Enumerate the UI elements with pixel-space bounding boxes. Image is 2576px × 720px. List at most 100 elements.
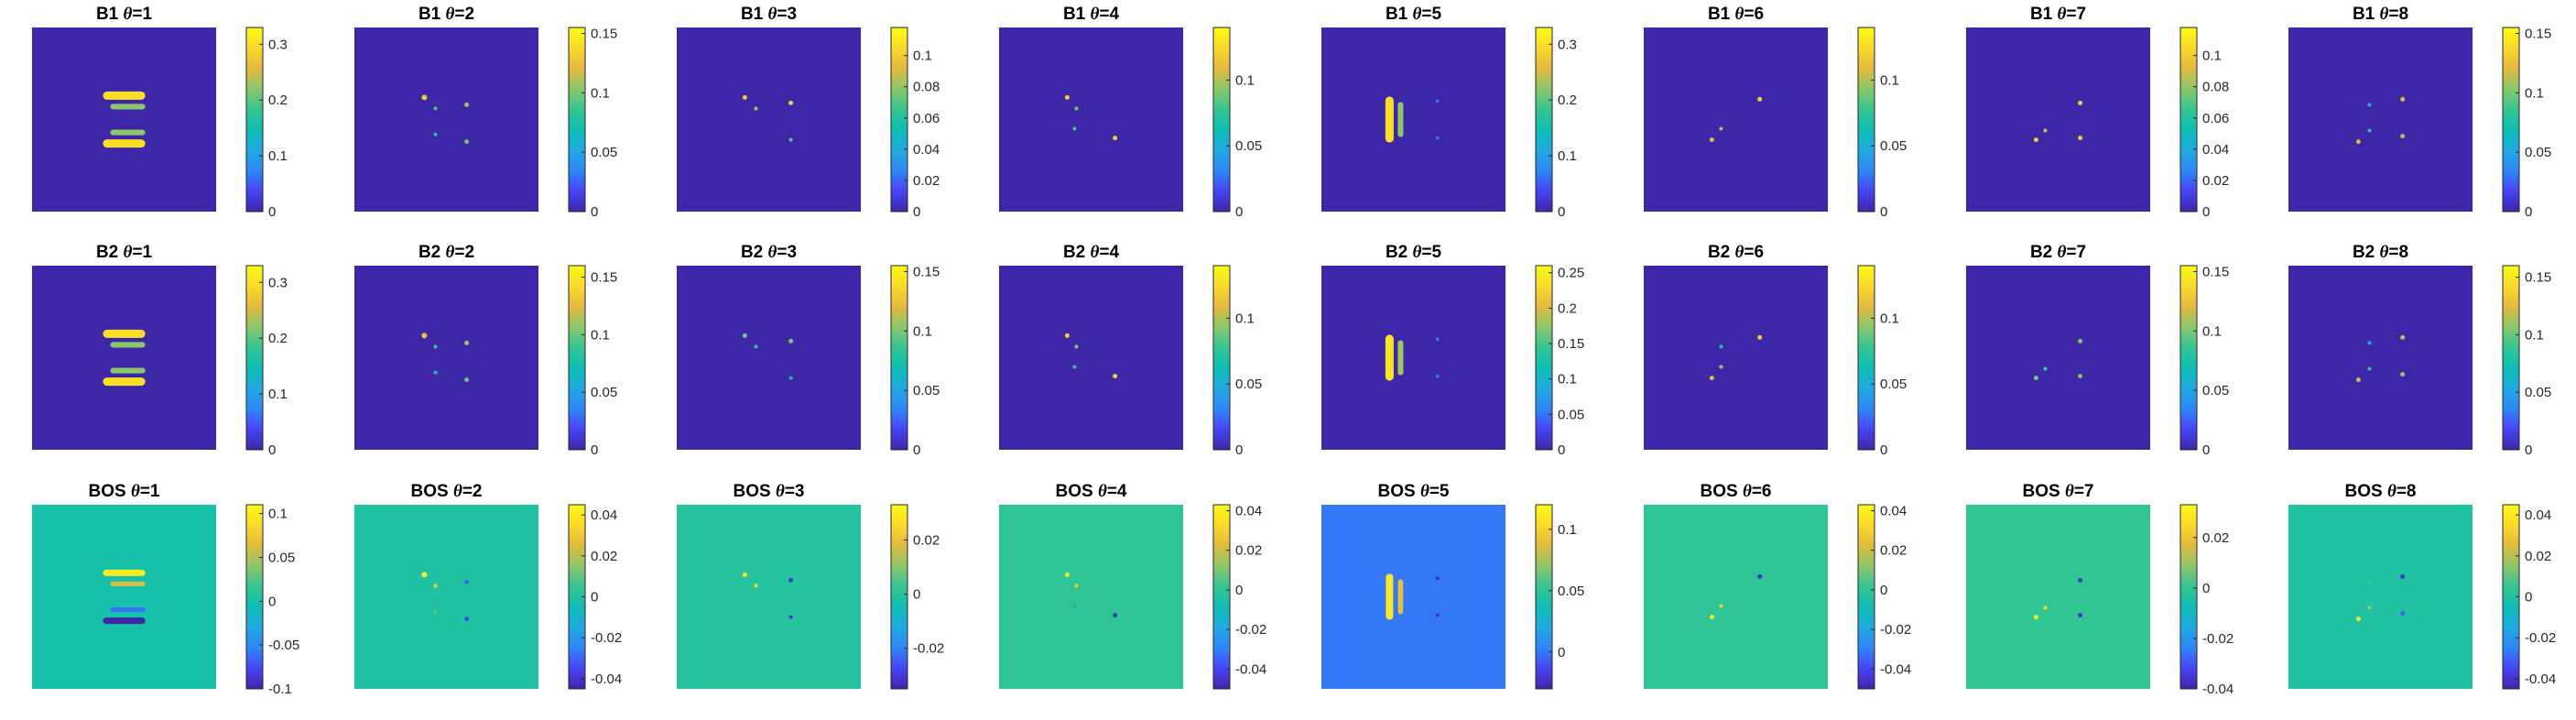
heatmap-image: [354, 505, 538, 689]
panel-b1-theta-5: B1 θ=5 0 0.1 0.2 0.3: [1321, 5, 1577, 220]
colorbar-tick-label: -0.02: [591, 630, 622, 646]
panel-title-index: =2: [454, 5, 474, 24]
colorbar: [1212, 265, 1231, 451]
theta-symbol: θ: [2380, 5, 2389, 24]
heatmap-image: [1644, 27, 1828, 212]
heatmap-feature: [1435, 374, 1440, 378]
panel-title: B1 θ=7: [2030, 5, 2086, 24]
heatmap-feature: [110, 367, 146, 374]
heatmap-feature: [2078, 374, 2083, 379]
colorbar-tick-label: 0.15: [2525, 270, 2551, 286]
panel-title: B2 θ=4: [1063, 243, 1120, 262]
heatmap-feature: [1385, 334, 1394, 381]
heatmap-feature: [110, 129, 146, 136]
colorbar-tick-label: 0.15: [2525, 26, 2551, 41]
heatmap-image: [354, 27, 538, 212]
colorbar-tick-label: 0.1: [2525, 327, 2544, 343]
heatmap-image: [1321, 505, 1505, 689]
colorbar-tick-label: 0.05: [1235, 138, 1262, 154]
panel-title-index: =4: [1107, 482, 1127, 501]
panel-b2-theta-8: B2 θ=8 0 0.05 0.1 0.15: [2288, 243, 2551, 458]
colorbar-tick-label: 0.02: [591, 549, 617, 564]
colorbar-tick-label: 0: [913, 587, 920, 603]
colorbar: [568, 265, 586, 451]
panel-title-index: =7: [2066, 5, 2086, 24]
panel-title-label: B1: [1063, 5, 1091, 24]
colorbar-tick-label: 0: [2202, 581, 2210, 596]
panel-title-index: =8: [2388, 5, 2408, 24]
heatmap-feature: [1435, 576, 1440, 581]
colorbar-tick-label: -0.02: [2525, 630, 2556, 646]
panel-title: BOS θ=4: [1056, 482, 1127, 501]
heatmap-feature: [2033, 615, 2038, 620]
panel-b1-theta-1: B1 θ=1 0 0.1 0.2 0.3: [32, 5, 288, 220]
heatmap-feature: [1072, 604, 1077, 608]
colorbar-tick-label: 0: [913, 442, 920, 458]
colorbar-tick-label: 0.15: [2202, 264, 2229, 279]
colorbar: [890, 504, 908, 690]
panel-title-label: B1: [96, 5, 124, 24]
theta-symbol: θ: [1091, 243, 1100, 262]
heatmap-feature: [1064, 333, 1070, 338]
panel-title-index: =7: [2066, 243, 2086, 262]
colorbar-tick-label: 0: [591, 204, 598, 220]
panel-title-label: B1: [741, 5, 768, 24]
panel-bos-theta-8: BOS θ=8 -0.04 -0.02 0 0.02 0.04: [2288, 482, 2556, 690]
colorbar-tick-label: -0.04: [591, 671, 622, 687]
panel-title-index: =6: [1752, 482, 1772, 501]
panel-title-index: =1: [132, 243, 152, 262]
colorbar-tick-label: 0.1: [913, 49, 932, 64]
theta-symbol: θ: [2387, 482, 2397, 501]
heatmap-feature: [2043, 366, 2048, 371]
colorbar-tick-label: 0.02: [2202, 530, 2229, 546]
panel-b1-theta-7: B1 θ=7 0 0.02 0.04 0.06 0.08 0.1: [1966, 5, 2229, 220]
colorbar-tick-label: 0.1: [268, 387, 288, 402]
heatmap-feature: [742, 94, 747, 100]
heatmap-image: [999, 27, 1183, 212]
heatmap-image: [1321, 27, 1505, 212]
colorbar-tick-label: 0.3: [268, 275, 288, 290]
panel-title: B1 θ=3: [741, 5, 797, 24]
heatmap-image: [32, 266, 216, 450]
colorbar-tick-label: 0.2: [268, 93, 288, 108]
panel-b1-theta-2: B1 θ=2 0 0.05 0.1 0.15: [354, 5, 617, 220]
heatmap-feature: [788, 376, 793, 380]
panel-title-index: =5: [1421, 243, 1441, 262]
panel-title-index: =7: [2074, 482, 2094, 501]
panel-title-label: BOS: [1056, 482, 1098, 501]
heatmap-image: [1644, 266, 1828, 450]
panel-title-index: =4: [1099, 5, 1119, 24]
heatmap-feature: [788, 615, 793, 619]
colorbar-tick-label: 0: [1235, 204, 1243, 220]
panel-title-index: =6: [1744, 5, 1764, 24]
heatmap-feature: [2367, 366, 2372, 371]
colorbar-tick-label: 0: [268, 594, 276, 609]
panel-title-label: B1: [1386, 5, 1413, 24]
heatmap-feature: [1435, 613, 1440, 617]
colorbar-tick-label: -0.04: [2525, 671, 2556, 687]
panel-title-index: =5: [1421, 5, 1441, 24]
heatmap-image: [677, 27, 861, 212]
heatmap-feature: [2367, 128, 2372, 133]
panel-title-index: =4: [1099, 243, 1119, 262]
colorbar-tick-label: 0.2: [1558, 300, 1577, 316]
colorbar-tick-label: 0.04: [913, 142, 940, 158]
colorbar-tick-label: 0: [268, 204, 276, 220]
colorbar-tick-label: 0.1: [591, 85, 610, 101]
heatmap-feature: [1386, 573, 1394, 620]
heatmap-feature: [742, 572, 747, 577]
panel-title-label: BOS: [1701, 482, 1743, 501]
panel-title-index: =2: [454, 243, 474, 262]
heatmap-feature: [1719, 604, 1723, 608]
heatmap-feature: [2033, 376, 2038, 381]
heatmap-image: [354, 266, 538, 450]
colorbar-tick-label: 0.1: [268, 507, 288, 522]
colorbar-tick-label: 0: [1235, 442, 1243, 458]
panel-title: B2 θ=8: [2353, 243, 2408, 262]
heatmap-feature: [1113, 374, 1118, 379]
panel-title: B1 θ=1: [96, 5, 153, 24]
theta-symbol: θ: [446, 243, 455, 262]
heatmap-feature: [2078, 577, 2083, 583]
colorbar-tick-label: -0.04: [2202, 682, 2234, 697]
